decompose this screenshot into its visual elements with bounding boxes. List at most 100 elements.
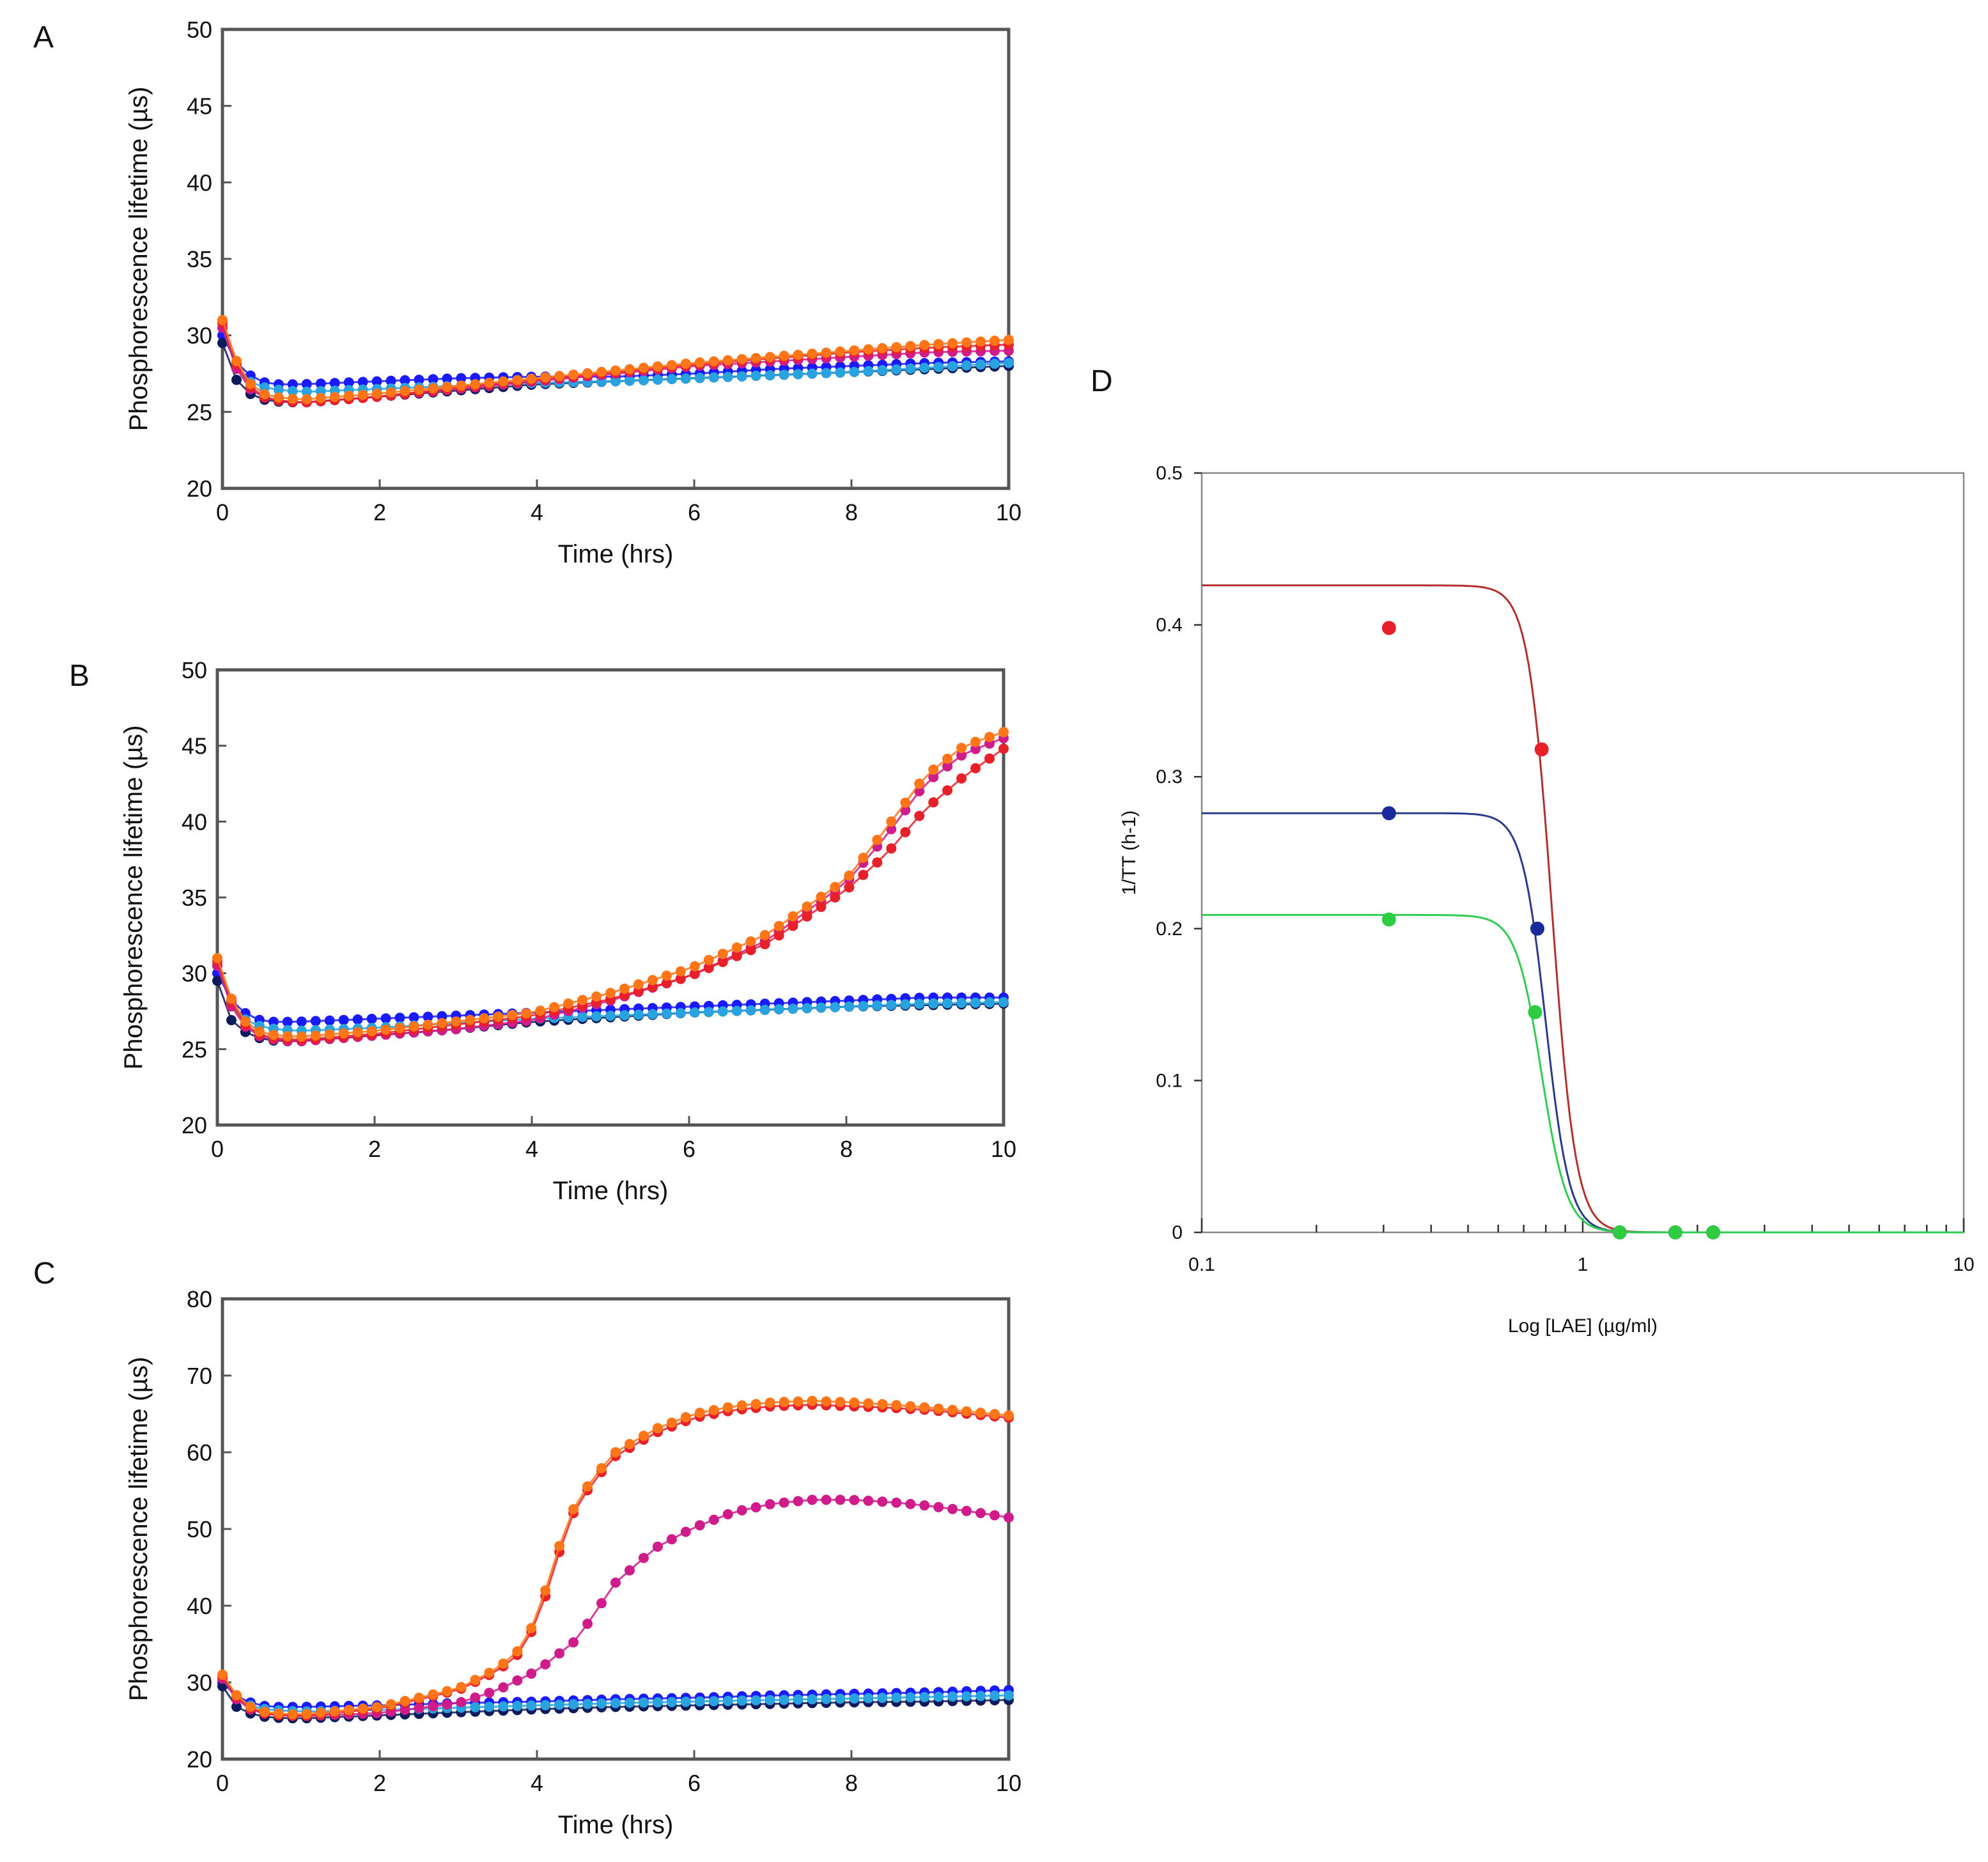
data-point-orange — [245, 378, 256, 389]
data-point-cyan — [905, 1692, 916, 1703]
data-point-orange — [647, 975, 658, 986]
data-point-orange — [1004, 334, 1014, 345]
y-tick-label: 0.5 — [1156, 463, 1183, 484]
data-point-orange — [759, 929, 770, 940]
data-point-orange — [694, 1408, 705, 1418]
y-tick-label: 40 — [182, 809, 207, 835]
data-point-orange — [717, 949, 728, 959]
data-point-blue — [301, 378, 312, 389]
data-point-orange — [675, 966, 686, 977]
y-tick-label: 45 — [182, 733, 207, 759]
data-point-cyan — [722, 371, 733, 382]
data-point-cyan — [301, 386, 312, 397]
data-point-magenta — [708, 1514, 719, 1525]
data-point-magenta — [638, 1553, 649, 1563]
data-point-orange — [703, 954, 714, 965]
data-point-orange — [807, 348, 818, 359]
data-point-magenta — [821, 1494, 832, 1505]
data-point-orange — [877, 1399, 888, 1409]
data-point-cyan — [788, 1004, 798, 1014]
data-point-blue — [366, 1014, 377, 1024]
data-point-magenta — [694, 1520, 705, 1531]
x-axis-label: Time (hrs) — [558, 540, 674, 568]
data-point-cyan — [891, 1692, 902, 1703]
data-point-orange — [484, 1668, 495, 1679]
data-point-orange — [540, 1585, 551, 1596]
plot-b: 0 2 4 6 8 10 20 25 30 35 40 45 50 Time (hrs) Phosphore… — [120, 657, 1016, 1205]
data-point-magenta — [956, 750, 967, 761]
x-axis-label: Time (hrs) — [553, 1177, 669, 1205]
data-point-cyan — [554, 1700, 565, 1710]
data-point-orange — [287, 393, 298, 404]
data-point-orange — [540, 372, 551, 383]
series-orange — [217, 1395, 1014, 1719]
data-point-orange — [652, 1423, 663, 1434]
data-point-red — [773, 930, 784, 941]
data-point-cyan — [577, 1011, 588, 1022]
data-point-magenta — [886, 824, 897, 835]
data-point-orange — [708, 356, 719, 367]
data-point-orange — [240, 1016, 251, 1027]
data-point-orange — [470, 1675, 481, 1686]
data-point-red — [970, 763, 981, 773]
data-point-magenta — [835, 1494, 846, 1505]
data-point-cyan — [919, 362, 930, 373]
data-point-red — [816, 901, 827, 912]
x-axis-label: Log [LAE] (µg/ml) — [1508, 1315, 1658, 1337]
data-point-cyan — [652, 1697, 663, 1708]
y-axis-label: Phosphorescence lifetime (µs) — [125, 1357, 153, 1702]
data-point-cyan — [998, 997, 1009, 1007]
x-tick-label: 4 — [525, 1136, 538, 1162]
data-point-cyan — [905, 363, 916, 374]
y-tick-label: 40 — [187, 1593, 212, 1619]
data-point-orange — [442, 382, 453, 392]
data-point-magenta — [722, 1509, 733, 1519]
data-point-cyan — [765, 1695, 775, 1705]
data-point-orange — [886, 816, 897, 827]
data-point-cyan — [512, 1700, 523, 1711]
data-point-orange — [442, 1686, 453, 1696]
data-point-red — [886, 843, 897, 854]
data-point-orange — [708, 1405, 719, 1415]
data-point-orange — [933, 339, 944, 350]
data-point-red — [872, 857, 883, 868]
data-point-magenta — [414, 1703, 424, 1714]
series-orange — [217, 314, 1014, 405]
data-point-magenta — [1004, 1512, 1014, 1523]
data-point-magenta — [807, 1494, 818, 1505]
data-point-orange — [891, 342, 902, 353]
data-point-orange — [568, 369, 579, 380]
x-tick-label: 10 — [991, 1136, 1016, 1162]
data-point-orange — [625, 364, 635, 375]
data-point-orange — [324, 1029, 335, 1040]
data-point-blue — [385, 375, 396, 386]
data-point-orange — [863, 344, 874, 355]
data-point-green — [1528, 1005, 1542, 1020]
plot-a: 0 2 4 6 8 10 20 25 30 35 40 45 50 Time (hrs) Phosphore… — [125, 17, 1021, 568]
x-tick-label: 10 — [996, 1770, 1021, 1796]
data-point-cyan — [498, 1701, 509, 1712]
data-point-orange — [694, 357, 705, 368]
data-point-cyan — [759, 1004, 770, 1015]
data-point-orange — [329, 1706, 340, 1717]
y-tick-label: 30 — [187, 323, 212, 349]
data-point-cyan — [708, 1696, 719, 1707]
data-point-blue — [371, 376, 382, 387]
data-point-navy — [231, 1702, 242, 1712]
data-point-orange — [563, 998, 574, 1009]
data-point-orange — [722, 1402, 733, 1413]
data-point-orange — [493, 1011, 504, 1022]
data-point-cyan — [647, 1009, 658, 1020]
data-point-blue — [357, 376, 368, 387]
y-tick-label: 50 — [187, 1516, 212, 1542]
y-axis-label: 1/TT (h-1) — [1119, 811, 1140, 896]
x-tick-label: 8 — [845, 499, 858, 525]
data-point-orange — [400, 385, 410, 396]
x-tick-label: 4 — [531, 1770, 543, 1796]
x-tick-label: 8 — [840, 1136, 853, 1162]
data-point-cyan — [872, 1000, 883, 1011]
data-point-magenta — [970, 743, 981, 754]
data-point-orange — [484, 377, 495, 388]
data-point-cyan — [736, 1695, 747, 1706]
data-point-red — [956, 773, 967, 784]
